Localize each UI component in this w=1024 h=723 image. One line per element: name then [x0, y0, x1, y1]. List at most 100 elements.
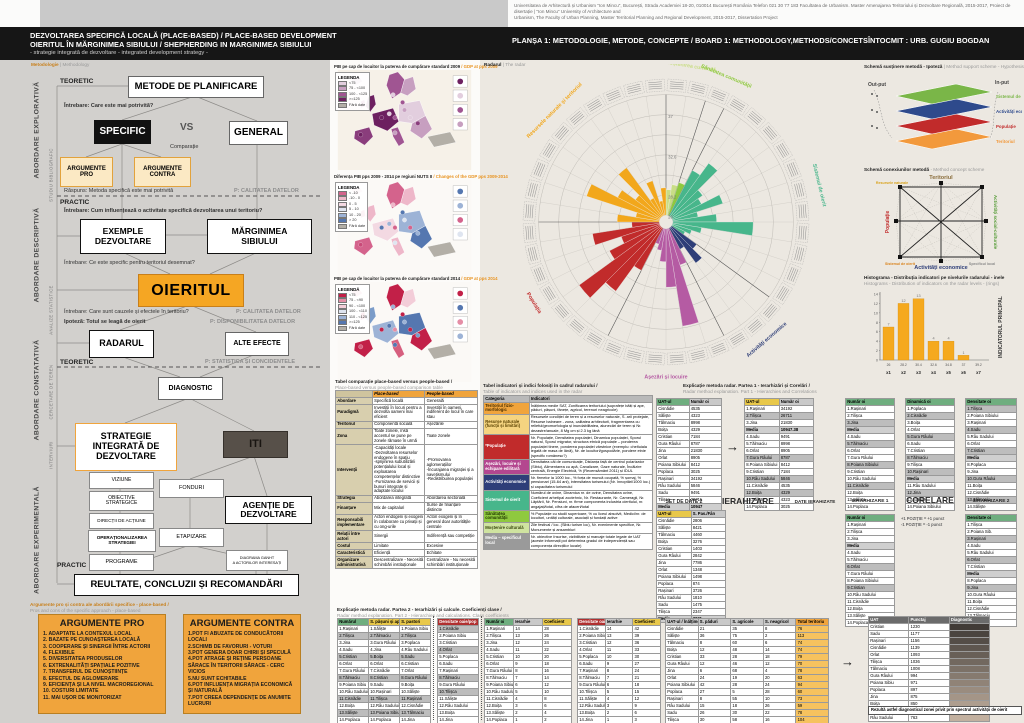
university-logo-strip — [40, 0, 508, 27]
table-cell: 3726 — [690, 587, 726, 596]
table-cell: 28 — [730, 653, 764, 662]
table-cell: Boița — [656, 538, 692, 547]
table-cell: 22 — [542, 646, 572, 655]
table-cell: Zona — [335, 427, 373, 446]
table-cell: 22 — [762, 709, 797, 718]
flow-text: Întrebare: Care sunt cauzele și efectele… — [64, 309, 189, 315]
flow-box-metode: METODE DE PLANIFICARE — [128, 76, 264, 98]
radar-indicator-label — [759, 299, 781, 323]
table-cell: 14.Poplaca — [337, 716, 369, 723]
table-cell: Media — [845, 542, 895, 551]
table-cell: 11.Râu Sadului — [905, 482, 955, 491]
table-cell: 11 — [604, 646, 634, 655]
table-cell: 11 — [513, 646, 543, 655]
table-cell: 12 — [632, 695, 661, 704]
table-cell: 4 — [762, 667, 797, 676]
table-cell: 26 — [762, 702, 797, 711]
layer-label: Teritoriul — [996, 139, 1015, 144]
table-row: Râu Sadului 1810 — [656, 594, 726, 603]
arrow-right-icon: → — [726, 439, 739, 454]
flow-box-agentie: AGENȚIE DE DEZVOLTARE — [225, 496, 312, 524]
flow-text: P: DISPONIBILITATEA DATELOR — [210, 319, 296, 325]
layer-label: Sistemul de oierit — [996, 94, 1022, 99]
flow-text: PRACTIC — [57, 562, 87, 569]
table-row: 10.Gura Râului — [965, 475, 1017, 484]
table-cell: 1475 — [690, 601, 726, 610]
table-cell: 763 — [908, 714, 950, 723]
table-row: 12.Cisnădie — [965, 605, 1017, 614]
table-row: Gura Râului 994 — [867, 672, 991, 681]
table-cell: 9.Boița — [399, 681, 431, 690]
svg-text:12: 12 — [901, 299, 905, 303]
table-cell: Media — [905, 475, 955, 484]
arguments-contra-box: ARGUMENTE CONTRA 1.POT FI ABUZATE DE CON… — [183, 614, 301, 714]
table-cell: 18 — [762, 653, 797, 662]
table-cell: 7.Cristian — [965, 563, 1017, 572]
table-row: 4.Orlat — [905, 426, 955, 435]
svg-text:4: 4 — [932, 337, 934, 341]
concept-label: Sistemul de oierit — [885, 262, 916, 266]
table-cell: 73 — [795, 695, 829, 704]
table-cell: 2806 — [690, 517, 726, 526]
table-cell: 18 — [542, 660, 572, 669]
table-cell: 12.Râu Sadului — [437, 702, 479, 711]
table-cell: 30 — [730, 709, 764, 718]
table-cell: 33 — [697, 653, 732, 662]
table-cell: 1.Rașinari — [484, 625, 514, 634]
table-cell: 2.Poiana Sibiu — [577, 632, 606, 641]
table-cell: 1.Rașinari — [744, 405, 780, 414]
flow-box-general: GENERAL — [229, 121, 288, 145]
histogram-chart: 0 2 4 6 8 10 12 14 7 26 x1 12 28.2 x2 13 30.4 x3 4 32.6 x4 4… — [864, 288, 1022, 382]
indicator-table-title: Tabel indicatori și indici folosiți în c… — [483, 383, 598, 394]
table-cell: 1.Rașinari — [845, 521, 895, 530]
table-row: 14.Săliște — [965, 503, 1017, 512]
table-row: 13.Boița — [437, 709, 479, 718]
table-cell: 10.Râu Sadului — [337, 688, 369, 697]
table-row: Finanțare Mix de capitaluri Surse de finan… — [335, 501, 478, 515]
table-cell: Cisnădie — [867, 644, 910, 653]
table-row: Media — [845, 426, 895, 435]
table-cell: 68 — [730, 667, 764, 676]
table-row: 2.Poiana Sibiului — [965, 412, 1017, 421]
table-cell: 78 — [795, 709, 829, 718]
comparison-table: Place-based People-based Abordare Specifică… — [335, 389, 478, 570]
table-row: 4.Sadu — [965, 542, 1017, 551]
table-row: 1.Rașinari — [845, 521, 895, 530]
label-ierarhizare1: IERARHIZARE 1 — [851, 499, 889, 504]
sidebar-label: STUDIU BIBLIOGRAFIC — [48, 148, 54, 202]
table-row: 3.Jina — [845, 419, 895, 428]
table-row: 12.Boița 3 6 — [484, 702, 572, 711]
table-cell: 875 — [908, 693, 950, 702]
flow-text: Întrebare: Care este mai potrivită? — [64, 103, 154, 109]
radar-indicator-label — [524, 243, 542, 265]
table-row: Cristian 7184 — [656, 433, 722, 442]
arguments-contra-title: ARGUMENTE CONTRA — [189, 618, 295, 629]
svg-text:0: 0 — [876, 359, 878, 363]
concept-label: Resursele naturale — [876, 181, 908, 185]
density-rank-table-grid: Densitate oaie/pop 1.Cisnădie 2.Poiana Sib… — [437, 617, 479, 723]
table-cell: 74 — [795, 646, 829, 655]
table-cell: 8 — [542, 695, 572, 704]
table-cell: 2 — [604, 709, 634, 718]
table-cell: Orlat — [656, 566, 692, 575]
bar — [957, 355, 970, 361]
table-cell: 9 — [604, 660, 634, 669]
table-row: 4.Sadu — [965, 426, 1017, 435]
table-row: 6.Sadu 9 27 — [577, 660, 661, 669]
table-cell: 6 — [513, 681, 543, 690]
flow-box-rezultate: REULTATE, CONCLUZII ȘI RECOMANDĂRI — [74, 574, 299, 596]
svg-text:14: 14 — [874, 293, 878, 297]
table-row: Gura Râului 2842 — [656, 552, 726, 561]
table-cell: 6 — [604, 681, 634, 690]
table-cell: 4.Sadu — [744, 433, 780, 442]
table-row: 6.Orlat — [965, 556, 1017, 565]
dynamics-table: Dinamică oi 1.Poplaca 2.Cisnădie 3.Boița 4.O… — [905, 397, 955, 512]
flow-text: P: CALITATEA DATELOR — [236, 309, 301, 315]
column-header: S. pastori — [399, 617, 431, 627]
project-subtitle: - strategie integrată de dezvoltare - in… — [30, 50, 208, 56]
table-cell: Toate zonele, însă accentul se pune pe z… — [371, 427, 426, 446]
table-row: 3.Jina 21830 — [744, 419, 814, 428]
table-cell: Abordarea sectorială — [424, 494, 478, 503]
table-row: 5.Tălmaciu — [845, 440, 895, 449]
table-row: Sadu 1475 — [656, 601, 726, 610]
